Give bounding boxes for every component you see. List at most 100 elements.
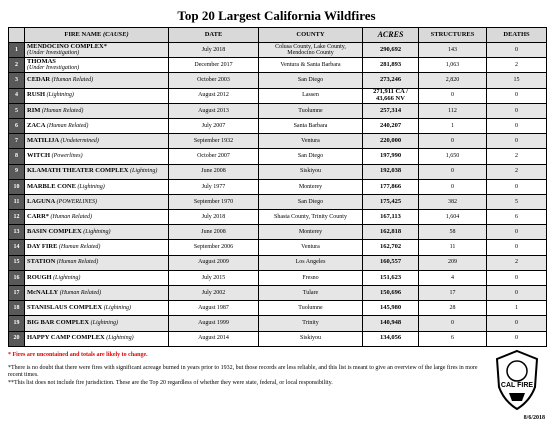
row-number: 8 xyxy=(8,148,25,165)
date: July 2002 xyxy=(168,284,259,302)
fire-cause: (Lightning) xyxy=(129,168,158,175)
deaths: 2 xyxy=(486,57,547,74)
county: Ventura xyxy=(258,239,363,256)
fire-cause: (Undetermined) xyxy=(60,137,99,144)
fire-name: MENDOCINO COMPLEX* xyxy=(27,42,107,50)
deaths: 0 xyxy=(486,315,547,332)
fire-cause: (Human Related) xyxy=(46,122,89,129)
acres: 240,207 xyxy=(362,117,419,135)
date: December 2017 xyxy=(168,57,259,74)
fire-name-cell: RUSH (Lightning) xyxy=(24,87,169,104)
structures: 382 xyxy=(418,193,487,211)
row-number: 13 xyxy=(8,224,25,241)
acres: 257,314 xyxy=(362,102,419,119)
header-cell: FIRE NAME (CAUSE) xyxy=(24,27,169,43)
table-row: 16 ROUGH (Lightning) July 2015 Fresno 151,62… xyxy=(8,269,547,287)
acres: 197,990 xyxy=(362,148,419,165)
deaths: 0 xyxy=(486,284,547,302)
structures: 11 xyxy=(418,239,487,256)
fire-cause: (Human Related) xyxy=(56,259,99,266)
date: July 2007 xyxy=(168,117,259,135)
fire-name: ROUGH xyxy=(27,273,52,281)
table-row: 11 LAGUNA (POWERLINES) September 1970 San D… xyxy=(8,193,547,211)
fire-name: MATILIJA xyxy=(27,136,60,144)
table-row: 14 DAY FIRE (Human Related) September 2006… xyxy=(8,239,547,256)
fire-name: DAY FIRE xyxy=(27,243,58,251)
date: June 2008 xyxy=(168,163,259,180)
row-number: 20 xyxy=(8,330,25,347)
county: Trinity xyxy=(258,315,363,332)
fire-cause: (Lightning) xyxy=(46,92,74,99)
county: Los Angeles xyxy=(258,254,363,271)
row-number: 9 xyxy=(8,163,25,180)
acres: 162,818 xyxy=(362,224,419,241)
deaths: 0 xyxy=(486,133,547,150)
fire-name-cell: STATION (Human Related) xyxy=(24,254,169,271)
fire-name: STATION xyxy=(27,258,56,266)
county: Ventura & Santa Barbara xyxy=(258,57,363,74)
structures: 209 xyxy=(418,254,487,271)
structures: 0 xyxy=(418,87,487,104)
table-row: 10 MARBLE CONE (Lightning) July 1977 Monter… xyxy=(8,178,547,195)
fire-name: LAGUNA xyxy=(27,197,56,205)
structures: 58 xyxy=(418,224,487,241)
date: July 1977 xyxy=(168,178,259,195)
fire-cause: (Lightning) xyxy=(83,229,111,236)
table-row: 3 CEDAR (Human Related) October 2003 San Di… xyxy=(8,72,547,89)
fire-name-cell: McNALLY (Human Related) xyxy=(24,284,169,302)
row-number: 15 xyxy=(8,254,25,271)
fire-cause: (Lightning) xyxy=(53,274,81,281)
fire-name-cell: STANISLAUS COMPLEX (Lightning) xyxy=(24,300,169,317)
table-row: 6 ZACA (Human Related) July 2007 Santa Barb… xyxy=(8,117,547,135)
date: July 2015 xyxy=(168,269,259,287)
fire-name-cell: MATILIJA (Undetermined) xyxy=(24,133,169,150)
row-number: 4 xyxy=(8,87,25,104)
county: Santa Barbara xyxy=(258,117,363,135)
county: San Diego xyxy=(258,148,363,165)
structures: 0 xyxy=(418,133,487,150)
acres: 151,623 xyxy=(362,269,419,287)
row-number: 7 xyxy=(8,133,25,150)
county: Tuolumne xyxy=(258,300,363,317)
date: June 2008 xyxy=(168,224,259,241)
structures: 6 xyxy=(418,330,487,347)
structures: 0 xyxy=(418,163,487,180)
fire-name: BIG BAR COMPLEX xyxy=(27,319,90,327)
structures: 4 xyxy=(418,269,487,287)
fire-name: RUSH xyxy=(27,91,46,99)
fire-cause: (Human Related) xyxy=(59,289,102,296)
fire-table: FIRE NAME (CAUSE) DATE COUNTY ACRES STRUCTU… xyxy=(8,27,547,347)
fire-name-cell: CARR* (Human Related) xyxy=(24,209,169,226)
row-number: 14 xyxy=(8,239,25,256)
structures: 2,820 xyxy=(418,72,487,89)
table-row: 8 WITCH (Powerlines) October 2007 San Diego… xyxy=(8,148,547,165)
header-text: (CAUSE) xyxy=(102,30,129,38)
deaths: 0 xyxy=(486,102,547,119)
fire-cause: (Under Investigation) xyxy=(27,65,80,72)
table-row: 1 MENDOCINO COMPLEX* (Under Investigation)… xyxy=(8,41,547,59)
date: July 2018 xyxy=(168,209,259,226)
header-cell: DEATHS xyxy=(486,27,547,43)
date: August 1999 xyxy=(168,315,259,332)
table-row: 17 McNALLY (Human Related) July 2002 Tulare… xyxy=(8,284,547,302)
header-text: FIRE NAME xyxy=(64,30,102,38)
deaths: 5 xyxy=(486,193,547,211)
deaths: 0 xyxy=(486,87,547,104)
fire-name-cell: BASIN COMPLEX (Lightning) xyxy=(24,224,169,241)
fire-name: MARBLE CONE xyxy=(27,182,76,190)
county: Shasta County, Trinity County xyxy=(258,209,363,226)
fire-name: WITCH xyxy=(27,152,51,160)
county: Fresno xyxy=(258,269,363,287)
acres: 140,948 xyxy=(362,315,419,332)
structures: 0 xyxy=(418,315,487,332)
date: August 2009 xyxy=(168,254,259,271)
fire-cause: (Lightning) xyxy=(90,320,118,327)
table-row: 2 THOMAS (Under Investigation) December 201… xyxy=(8,57,547,74)
table-row: 4 RUSH (Lightning) August 2012 Lassen 271,91… xyxy=(8,87,547,104)
structures: 0 xyxy=(418,178,487,195)
deaths: 0 xyxy=(486,117,547,135)
deaths: 6 xyxy=(486,209,547,226)
acres: 134,056 xyxy=(362,330,419,347)
report-date: 8/6/2018 xyxy=(523,415,545,421)
